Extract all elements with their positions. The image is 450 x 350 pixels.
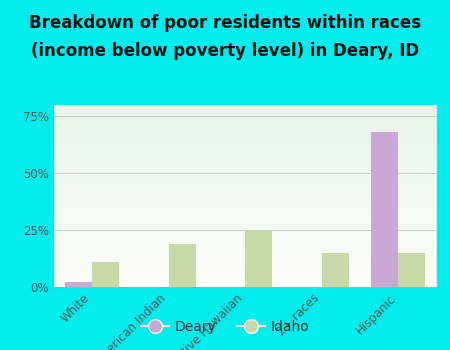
Bar [372, 132, 398, 287]
Bar [398, 253, 425, 287]
Bar [66, 282, 92, 287]
Legend: Deary, Idaho: Deary, Idaho [135, 314, 315, 340]
Bar [245, 230, 272, 287]
Text: (income below poverty level) in Deary, ID: (income below poverty level) in Deary, I… [31, 42, 419, 60]
Bar [322, 253, 348, 287]
Bar [92, 262, 119, 287]
Bar [169, 244, 195, 287]
Text: Breakdown of poor residents within races: Breakdown of poor residents within races [29, 14, 421, 32]
